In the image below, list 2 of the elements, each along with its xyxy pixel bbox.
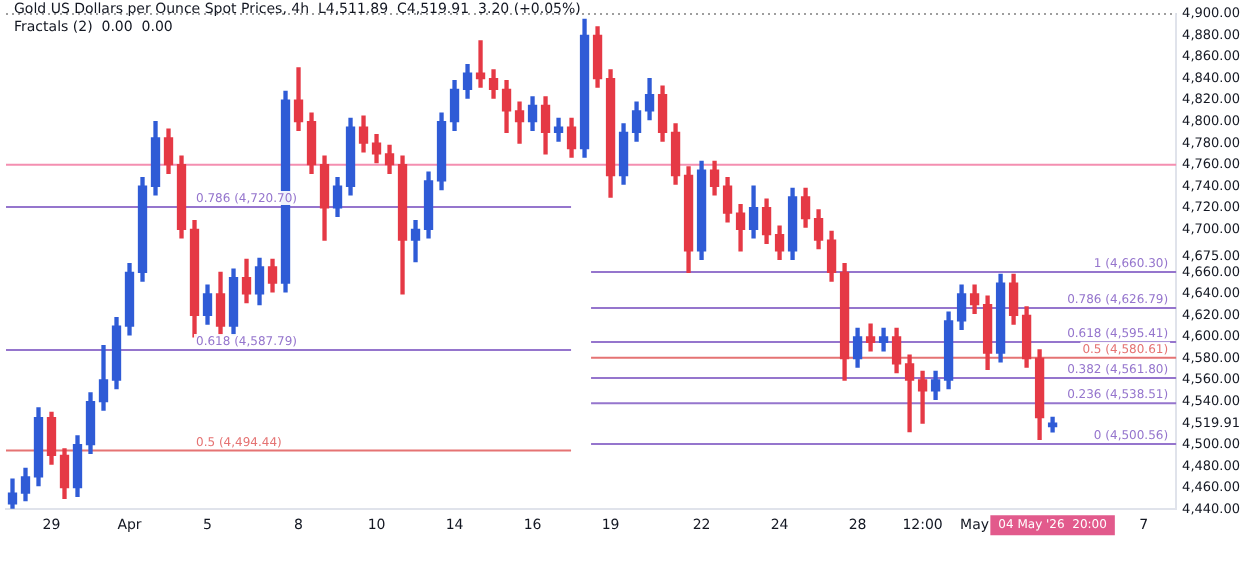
candlestick — [917, 370, 928, 424]
candlestick — [865, 323, 876, 352]
